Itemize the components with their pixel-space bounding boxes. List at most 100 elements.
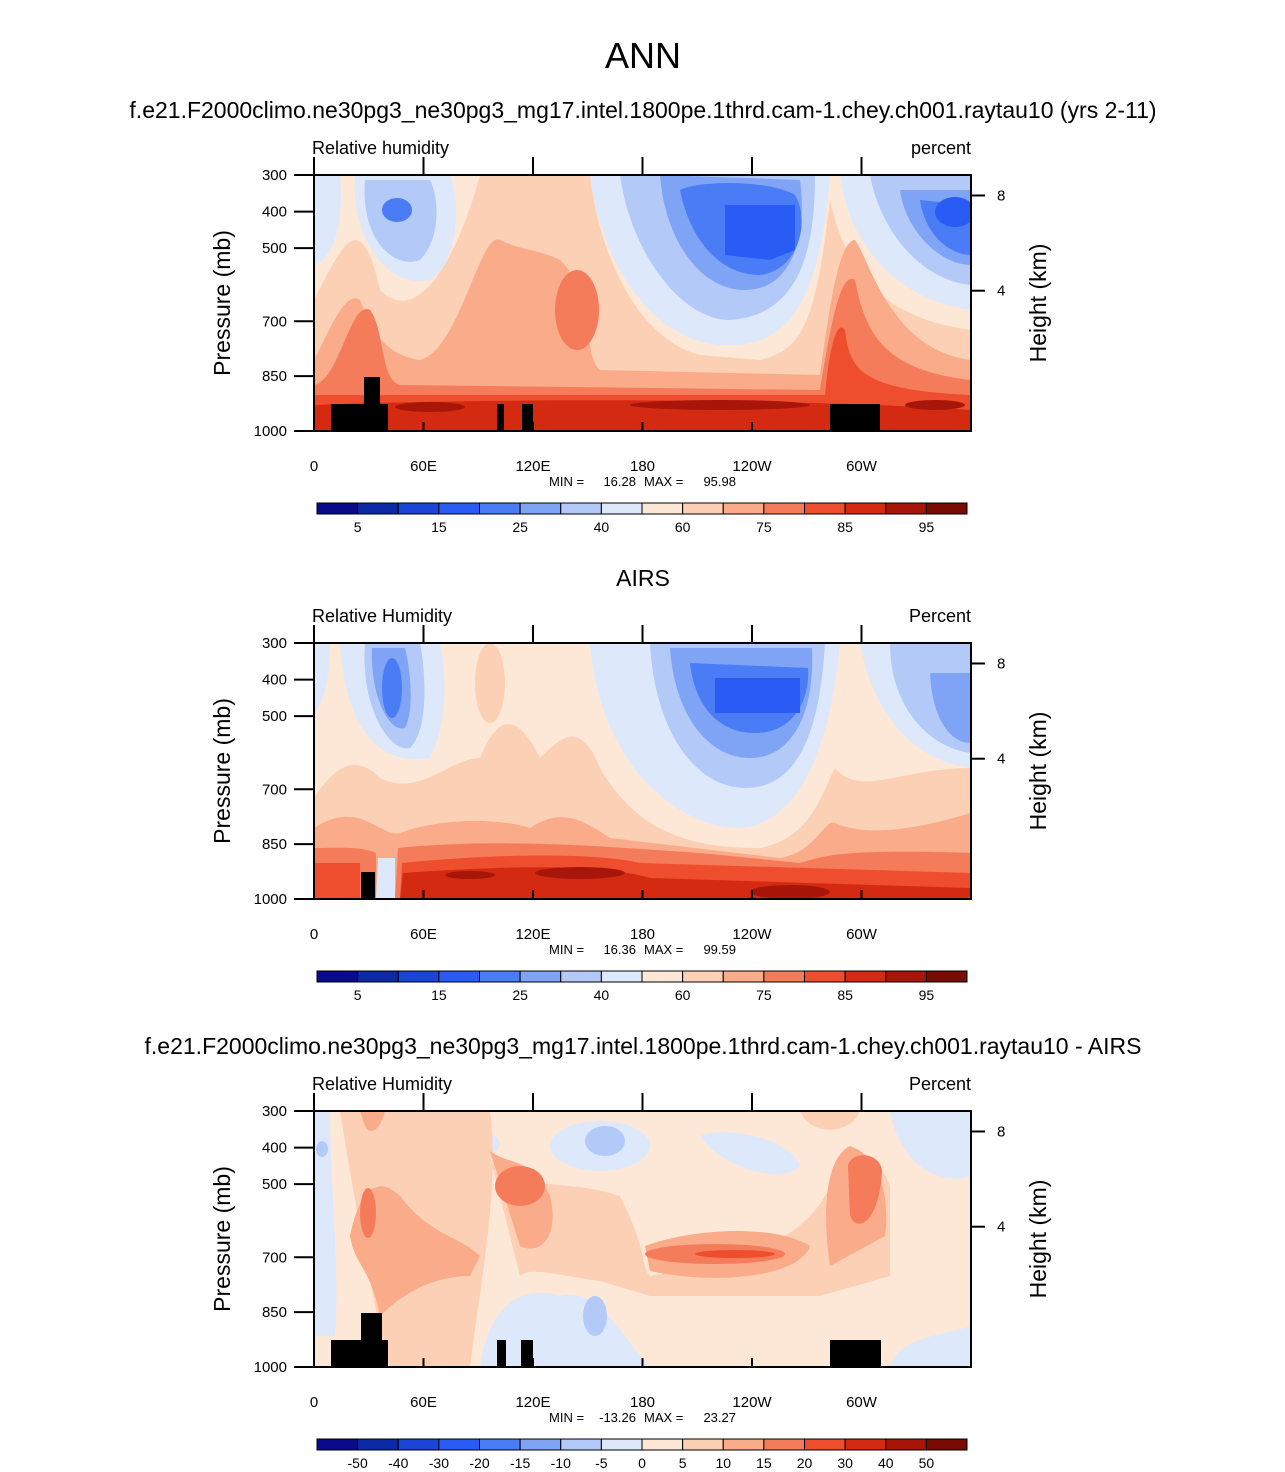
colorbar-box: [925, 502, 968, 515]
max-value: 99.59: [703, 942, 736, 957]
colorbar-label: 5: [679, 1455, 687, 1471]
colorbar-box: [641, 970, 684, 983]
max-value: 23.27: [703, 1410, 736, 1425]
colorbar-label: 25: [512, 519, 528, 535]
contour-region: [314, 278, 971, 431]
colorbar-label: 10: [715, 1455, 731, 1471]
x-tick-label: 120W: [732, 1394, 772, 1411]
y-tick-label: 300: [262, 635, 287, 652]
left-label: Relative Humidity: [312, 606, 452, 626]
min-value: 16.36: [603, 942, 636, 957]
colorbar-box: [357, 502, 399, 515]
y-axis-label: Pressure (mb): [209, 1166, 235, 1312]
y-tick-label: 850: [262, 368, 287, 385]
colorbar-box: [763, 1438, 805, 1451]
colorbar-box: [479, 502, 521, 515]
colorbar-box: [397, 502, 440, 515]
y2-tick-label: 4: [997, 1219, 1005, 1236]
colorbar-box: [804, 1438, 846, 1451]
y2-tick-label: 8: [997, 655, 1005, 672]
contour-region: [715, 678, 800, 713]
x-tick-label: 120E: [515, 926, 550, 943]
y2-tick-label: 8: [997, 187, 1005, 204]
colorbar-box: [316, 502, 359, 515]
y-tick-label: 400: [262, 204, 287, 221]
x-tick-label: 60W: [846, 926, 878, 943]
x-tick-label: 0: [310, 458, 318, 475]
colorbar-box: [763, 970, 805, 983]
colorbar-box: [885, 502, 927, 515]
colorbar-box: [519, 970, 562, 983]
colorbar-box: [885, 1438, 927, 1451]
contour-region: [331, 377, 880, 431]
x-tick-label: 60E: [410, 1394, 437, 1411]
y2-tick-label: 8: [997, 1123, 1005, 1140]
colorbar-label: 20: [797, 1455, 813, 1471]
colorbar-box: [885, 970, 927, 983]
colorbar-box: [804, 502, 846, 515]
colorbar-box: [682, 502, 724, 515]
x-tick-label: 60E: [410, 926, 437, 943]
colorbar-label: 60: [675, 987, 691, 1003]
y-tick-label: 500: [262, 1176, 287, 1193]
contour-field: [314, 175, 971, 431]
contour-region: [361, 872, 375, 899]
min-label: MIN =: [549, 942, 584, 957]
y-tick-label: 1000: [254, 891, 287, 908]
x-tick-label: 60W: [846, 458, 878, 475]
min-value: -13.26: [599, 1410, 636, 1425]
left-label: Relative Humidity: [312, 1074, 452, 1094]
colorbar-box: [722, 970, 765, 983]
x-tick-label: 180: [630, 1394, 655, 1411]
contour-region: [555, 270, 599, 350]
colorbar-label: 5: [354, 987, 362, 1003]
max-value: 95.98: [703, 474, 736, 489]
colorbar-box: [357, 970, 399, 983]
contour-region: [535, 867, 625, 879]
y-tick-label: 300: [262, 167, 287, 184]
contour-field: [314, 1111, 971, 1367]
y2-axis-label: Height (km): [1025, 712, 1051, 831]
figure-title: ANN: [605, 35, 681, 76]
colorbar-label: 40: [594, 519, 610, 535]
contour-region: [583, 1296, 607, 1336]
colorbar-box: [560, 1438, 602, 1451]
contour-field: [314, 643, 971, 899]
colorbar-label: -10: [551, 1455, 571, 1471]
contour-region: [314, 239, 971, 431]
colorbar-label: 40: [878, 1455, 894, 1471]
contour-region: [350, 1111, 887, 1316]
contour-region: [316, 1141, 328, 1157]
colorbar-box: [357, 1438, 399, 1451]
colorbar-label: -20: [469, 1455, 489, 1471]
colorbar-box: [560, 502, 602, 515]
contour-region: [848, 1155, 882, 1224]
min-label: MIN =: [549, 1410, 584, 1425]
colorbar-box: [479, 1438, 521, 1451]
x-tick-label: 180: [630, 458, 655, 475]
y-tick-label: 1000: [254, 423, 287, 440]
contour-region: [395, 402, 465, 412]
colorbar-box: [804, 970, 846, 983]
contour-region: [382, 198, 412, 222]
x-tick-label: 0: [310, 926, 318, 943]
colorbar-label: -15: [510, 1455, 530, 1471]
colorbar-label: 75: [756, 987, 772, 1003]
contour-region: [314, 1111, 971, 1367]
colorbar-box: [479, 970, 521, 983]
colorbar-label: 25: [512, 987, 528, 1003]
colorbar-label: 40: [594, 987, 610, 1003]
colorbar-label: 5: [354, 519, 362, 535]
x-tick-label: 120E: [515, 458, 550, 475]
contour-region: [585, 1126, 625, 1156]
colorbar-label: 60: [675, 519, 691, 535]
contour-region: [725, 205, 795, 260]
max-label: MAX =: [644, 1410, 683, 1425]
y2-tick-label: 4: [997, 283, 1005, 300]
max-label: MAX =: [644, 942, 683, 957]
colorbar-label: 0: [638, 1455, 646, 1471]
x-tick-label: 180: [630, 926, 655, 943]
x-tick-label: 120W: [732, 458, 772, 475]
y2-axis-label: Height (km): [1025, 244, 1051, 363]
